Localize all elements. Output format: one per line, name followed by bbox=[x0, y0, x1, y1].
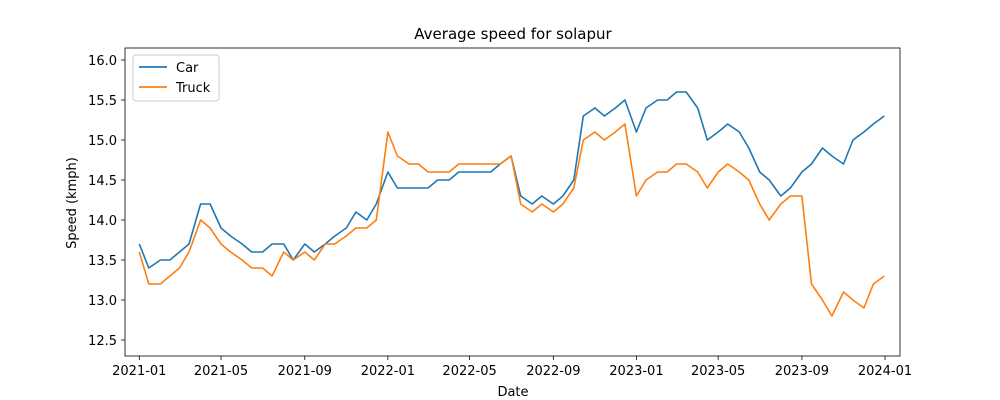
y-axis: 12.5 13.0 13.5 14.0 14.5 15.0 15.5 16.0 bbox=[88, 54, 125, 349]
y-tick-label: 15.5 bbox=[88, 94, 117, 109]
series-line-truck bbox=[138, 123, 885, 317]
x-tick-label: 2021-05 bbox=[194, 364, 248, 379]
x-tick-label: 2023-01 bbox=[609, 364, 663, 379]
y-tick-label: 15.0 bbox=[88, 134, 117, 149]
x-tick-label: 2023-09 bbox=[775, 364, 829, 379]
legend: Car Truck bbox=[132, 54, 220, 102]
x-tick-label: 2021-01 bbox=[112, 364, 166, 379]
y-tick-label: 12.5 bbox=[88, 334, 117, 349]
x-tick-label: 2022-09 bbox=[526, 364, 580, 379]
y-tick-label: 13.0 bbox=[88, 294, 117, 309]
x-axis: 2021-01 2021-05 2021-09 2022-01 2022-05 2022-… bbox=[112, 356, 912, 379]
y-tick-label: 16.0 bbox=[88, 54, 117, 69]
y-tick-label: 14.5 bbox=[88, 174, 117, 189]
x-tick-label: 2022-05 bbox=[442, 364, 496, 379]
legend-label-car: Car bbox=[176, 61, 199, 76]
chart-title: Average speed for solapur bbox=[414, 25, 612, 43]
plot-lines bbox=[138, 91, 885, 317]
legend-label-truck: Truck bbox=[175, 81, 211, 96]
x-tick-label: 2024-01 bbox=[858, 364, 912, 379]
plot-frame bbox=[124, 47, 901, 357]
x-tick-label: 2023-05 bbox=[691, 364, 745, 379]
y-axis-label: Speed (kmph) bbox=[65, 157, 80, 249]
series-line-car bbox=[138, 91, 885, 269]
x-tick-label: 2022-01 bbox=[361, 364, 415, 379]
x-tick-label: 2021-09 bbox=[278, 364, 332, 379]
x-axis-label: Date bbox=[497, 385, 528, 400]
y-tick-label: 13.5 bbox=[88, 254, 117, 269]
y-tick-label: 14.0 bbox=[88, 214, 117, 229]
